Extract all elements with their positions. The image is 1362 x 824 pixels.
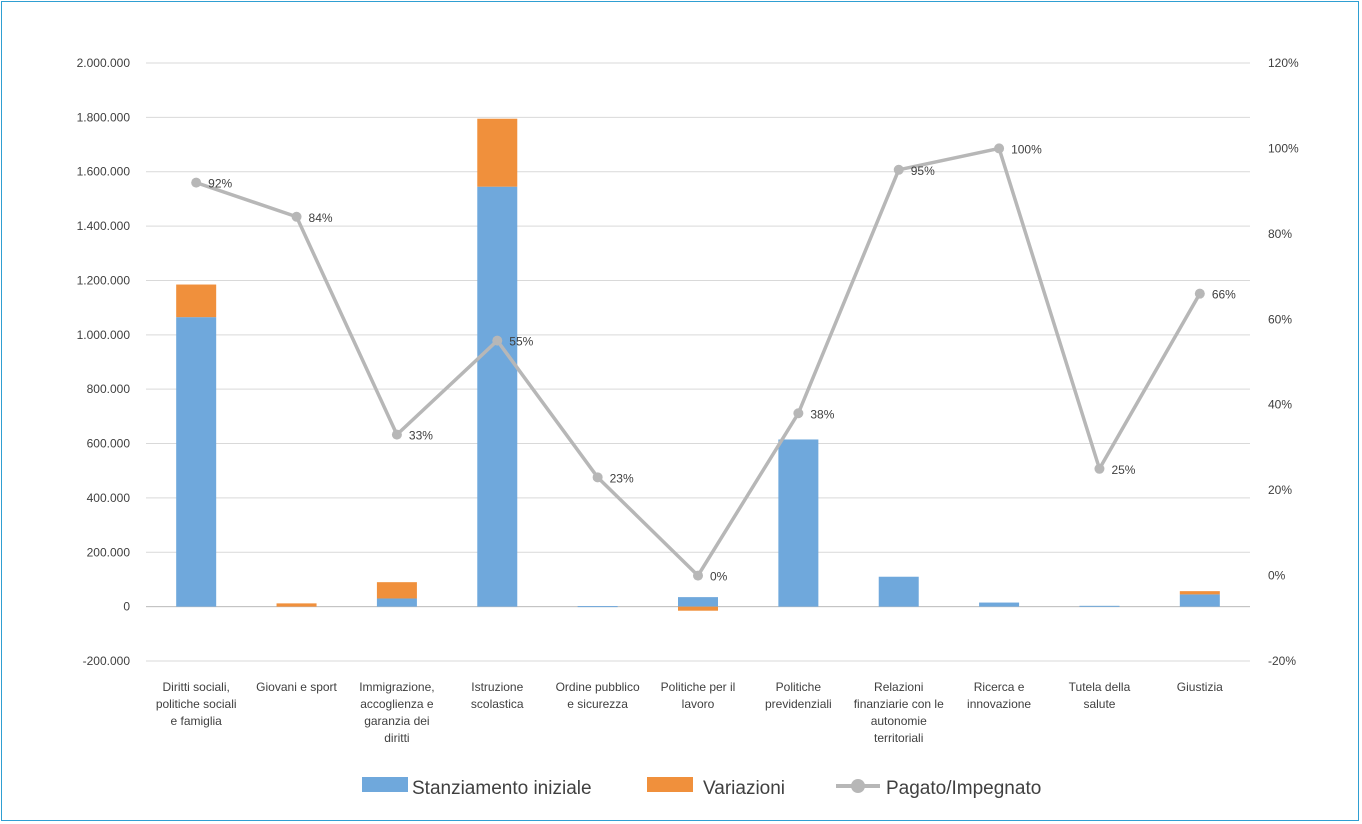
category-label: Diritti sociali, politiche sociali e famig… — [156, 680, 237, 728]
bar-variazioni — [1179, 591, 1220, 595]
pagato-marker — [994, 143, 1005, 154]
bar-variazioni — [376, 582, 417, 599]
left-tick-label: 1.400.000 — [77, 219, 131, 233]
left-tick-label: -200.000 — [83, 654, 131, 668]
pagato-data-label: 95% — [911, 164, 935, 178]
bar-stanziamento — [577, 606, 618, 608]
pagato-marker — [191, 177, 202, 188]
bar-variazioni — [276, 603, 317, 607]
category-label: Politiche per il lavoro — [661, 680, 736, 711]
left-tick-label: 400.000 — [87, 491, 131, 505]
bars — [176, 118, 1220, 611]
pagato-data-label: 66% — [1212, 288, 1236, 302]
bar-stanziamento — [376, 598, 417, 607]
bar-stanziamento — [176, 317, 217, 607]
pagato-marker — [291, 211, 302, 222]
left-tick-label: 1.600.000 — [77, 165, 131, 179]
bar-variazioni — [678, 606, 718, 611]
right-tick-label: 80% — [1268, 227, 1292, 241]
bar-variazioni — [477, 118, 518, 187]
pagato-marker — [391, 429, 402, 440]
right-tick-label: 60% — [1268, 312, 1292, 326]
pagato-marker — [1194, 288, 1205, 299]
left-tick-label: 1.800.000 — [77, 110, 131, 124]
right-tick-label: 40% — [1268, 398, 1292, 412]
pagato-data-label: 55% — [509, 335, 533, 349]
left-tick-label: 0 — [123, 600, 130, 614]
bar-stanziamento — [678, 597, 718, 607]
bar-stanziamento — [477, 186, 518, 607]
legend: Stanziamento iniziale Variazioni Pagato/… — [362, 777, 1041, 799]
right-tick-label: 20% — [1268, 483, 1292, 497]
left-tick-label: 800.000 — [87, 382, 131, 396]
left-axis-ticks: 2.000.000 1.800.000 1.600.000 1.400.000 1.20… — [77, 56, 131, 668]
pagato-data-label: 92% — [208, 177, 232, 191]
legend-label-pagato: Pagato/Impegnato — [886, 778, 1041, 799]
bar-stanziamento — [878, 576, 919, 607]
category-label: Giustizia — [1177, 680, 1223, 694]
legend-swatch-stanziamento — [362, 777, 408, 792]
category-label: Relazioni finanziarie con le autonomie terr… — [854, 680, 944, 745]
pagato-marker — [592, 472, 603, 483]
pagato-marker — [492, 335, 503, 346]
right-axis-ticks: 120% 100% 80% 60% 40% 20% 0% -20% — [1268, 56, 1299, 668]
pagato-marker — [793, 408, 804, 419]
bar-stanziamento — [1179, 594, 1220, 607]
category-labels: Diritti sociali, politiche sociali e famig… — [156, 680, 1223, 745]
right-tick-label: -20% — [1268, 654, 1296, 668]
legend-label-variazioni: Variazioni — [703, 778, 785, 799]
right-tick-label: 100% — [1268, 141, 1299, 155]
left-tick-label: 600.000 — [87, 437, 131, 451]
pagato-data-label: 33% — [409, 429, 433, 443]
bar-stanziamento — [1079, 605, 1120, 607]
pagato-line-path — [195, 146, 1202, 578]
legend-marker-pagato — [851, 779, 865, 793]
category-label: Giovani e sport — [256, 680, 337, 694]
pagato-data-label: 100% — [1011, 142, 1042, 156]
category-label: Immigrazione, accoglienza e garanzia dei di… — [359, 680, 434, 745]
left-tick-label: 200.000 — [87, 545, 131, 559]
pagato-data-label: 38% — [810, 407, 834, 421]
left-tick-label: 1.200.000 — [77, 273, 131, 287]
pagato-data-label: 25% — [1111, 463, 1135, 477]
right-tick-label: 0% — [1268, 569, 1286, 583]
pagato-data-label: 23% — [610, 471, 634, 485]
category-label: Ricerca e innovazione — [967, 680, 1031, 711]
pagato-marker — [693, 570, 703, 581]
pagato-data-label: 84% — [309, 211, 333, 225]
left-tick-label: 1.000.000 — [77, 328, 131, 342]
pagato-marker — [893, 164, 904, 175]
category-label: Ordine pubblico e sicurezza — [556, 680, 640, 711]
pagato-data-label: 0% — [710, 570, 728, 584]
bar-stanziamento — [778, 439, 819, 607]
bar-variazioni — [176, 284, 217, 318]
legend-swatch-variazioni — [647, 777, 693, 792]
category-label: Politiche previdenziali — [765, 680, 832, 711]
bar-stanziamento — [979, 602, 1020, 607]
left-tick-label: 2.000.000 — [77, 56, 131, 70]
legend-label-stanziamento: Stanziamento iniziale — [412, 778, 592, 799]
pagato-impegnato-line: 92% 84% 33% 55% 23% 0% 38% 95% 100% 25% 66% — [191, 142, 1236, 584]
pagato-marker — [1094, 463, 1105, 474]
category-label: Tutela della salute — [1069, 680, 1131, 711]
right-tick-label: 120% — [1268, 56, 1299, 70]
category-label: Istruzione scolastica — [471, 680, 524, 711]
